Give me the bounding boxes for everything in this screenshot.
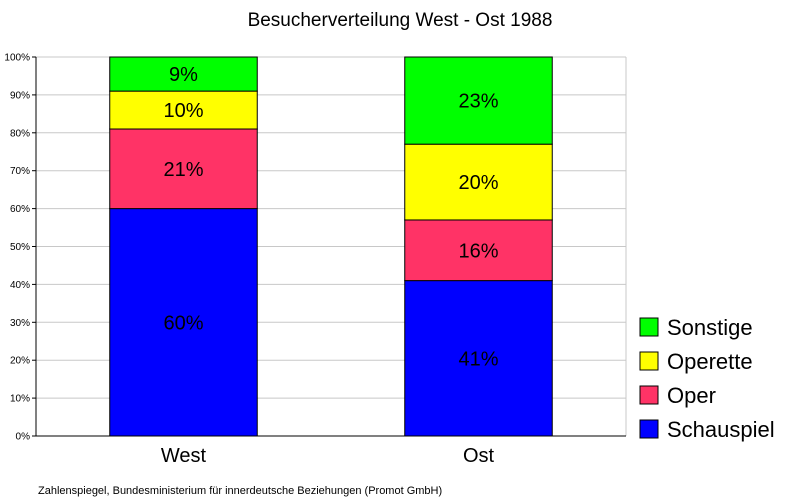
y-tick-label: 50% bbox=[10, 242, 30, 253]
y-tick-label: 30% bbox=[10, 318, 30, 329]
bar-segment-sonstige-west bbox=[109, 56, 258, 92]
data-label: 23% bbox=[458, 91, 498, 113]
data-label: 20% bbox=[458, 172, 498, 194]
chart-title: Besucherverteilung West - Ost 1988 bbox=[248, 10, 553, 31]
data-label: 10% bbox=[163, 100, 203, 122]
axes: 0% 10% 20% 30% 40% 50% 60% 70% 80% 90% 100% West Ost bbox=[4, 53, 626, 467]
legend-swatch bbox=[639, 351, 659, 371]
bar-segment-operette-ost bbox=[404, 143, 553, 221]
x-category-label: Ost bbox=[463, 445, 495, 467]
legend-label: Operette bbox=[667, 349, 753, 374]
legend-swatch bbox=[639, 419, 659, 439]
legend: Sonstige Operette Oper Schauspiel bbox=[639, 315, 775, 442]
legend-swatch bbox=[639, 385, 659, 405]
y-tick-label: 0% bbox=[16, 432, 31, 443]
legend-swatch bbox=[639, 317, 659, 337]
data-labels: 60% 21% 10% 9% 41% 16% 20% 23% bbox=[163, 64, 498, 370]
bar-segment-sonstige-ost bbox=[404, 56, 553, 145]
x-category-label: West bbox=[161, 445, 207, 467]
bar-segment-schauspiel-ost bbox=[404, 280, 553, 437]
y-tick-label: 40% bbox=[10, 280, 30, 291]
y-tick-label: 80% bbox=[10, 128, 30, 139]
legend-label: Oper bbox=[667, 383, 716, 408]
bars bbox=[109, 56, 553, 437]
bar-segment-operette-west bbox=[109, 90, 258, 130]
data-label: 60% bbox=[163, 312, 203, 334]
source-note: Zahlenspiegel, Bundesministerium für inn… bbox=[38, 485, 442, 497]
y-tick-label: 100% bbox=[4, 53, 30, 64]
y-tick-label: 10% bbox=[10, 394, 30, 405]
data-label: 16% bbox=[458, 240, 498, 262]
legend-label: Schauspiel bbox=[667, 417, 775, 442]
bar-segment-oper-west bbox=[109, 128, 258, 210]
data-label: 41% bbox=[458, 348, 498, 370]
data-label: 21% bbox=[163, 159, 203, 181]
bar-segment-schauspiel-west bbox=[109, 208, 258, 437]
legend-label: Sonstige bbox=[667, 315, 753, 340]
y-tick-label: 20% bbox=[10, 356, 30, 367]
y-tick-label: 60% bbox=[10, 204, 30, 215]
data-label: 9% bbox=[169, 64, 198, 86]
y-tick-label: 70% bbox=[10, 166, 30, 177]
y-tick-label: 90% bbox=[10, 90, 30, 101]
